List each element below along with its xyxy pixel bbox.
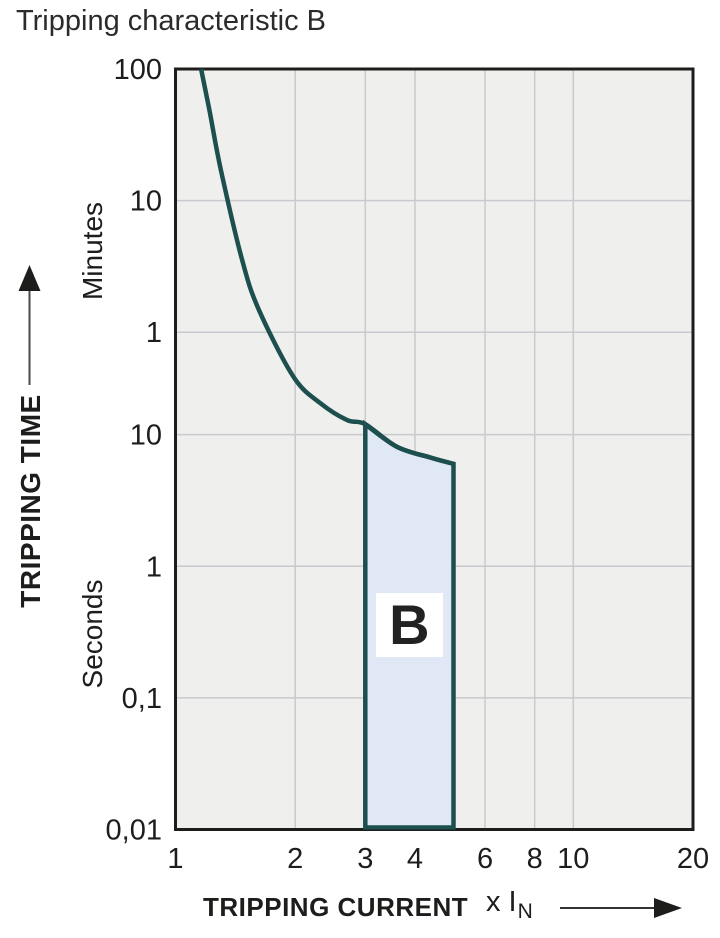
x-tick-label-3: 3: [357, 843, 373, 875]
x-axis-multiplier: x IN: [486, 886, 533, 924]
x-axis-caption-row: TRIPPING CURRENT x IN: [0, 886, 720, 932]
x-axis-title: TRIPPING CURRENT: [203, 892, 469, 922]
x-tick-label-10: 10: [557, 843, 589, 875]
x-tick-label-8: 8: [527, 843, 543, 875]
x-axis-arrow-icon: [560, 898, 682, 918]
x-tick-label-6: 6: [477, 843, 493, 875]
y-tick-label-5: 0,1: [122, 683, 162, 715]
x-axis-multiplier-sub: N: [517, 900, 533, 923]
page-title: Tripping characteristic B: [16, 5, 326, 37]
x-axis-multiplier-text: x I: [486, 886, 517, 918]
y-tick-label-3: 10: [130, 420, 162, 452]
region-b-label: B: [375, 593, 443, 657]
x-tick-label-20: 20: [677, 843, 709, 875]
y-tick-label-2: 1: [146, 317, 162, 349]
x-tick-label-2: 2: [287, 843, 303, 875]
tripping-curve: [198, 68, 455, 466]
x-tick-label-4: 4: [407, 843, 423, 875]
y-tick-label-1: 10: [130, 186, 162, 218]
y-axis-arrow-icon: [18, 265, 41, 385]
y-tick-label-6: 0,01: [106, 815, 162, 847]
y-tick-label-0: 100: [114, 54, 162, 86]
y-tick-label-4: 1: [146, 551, 162, 583]
x-tick-label-1: 1: [167, 843, 183, 875]
